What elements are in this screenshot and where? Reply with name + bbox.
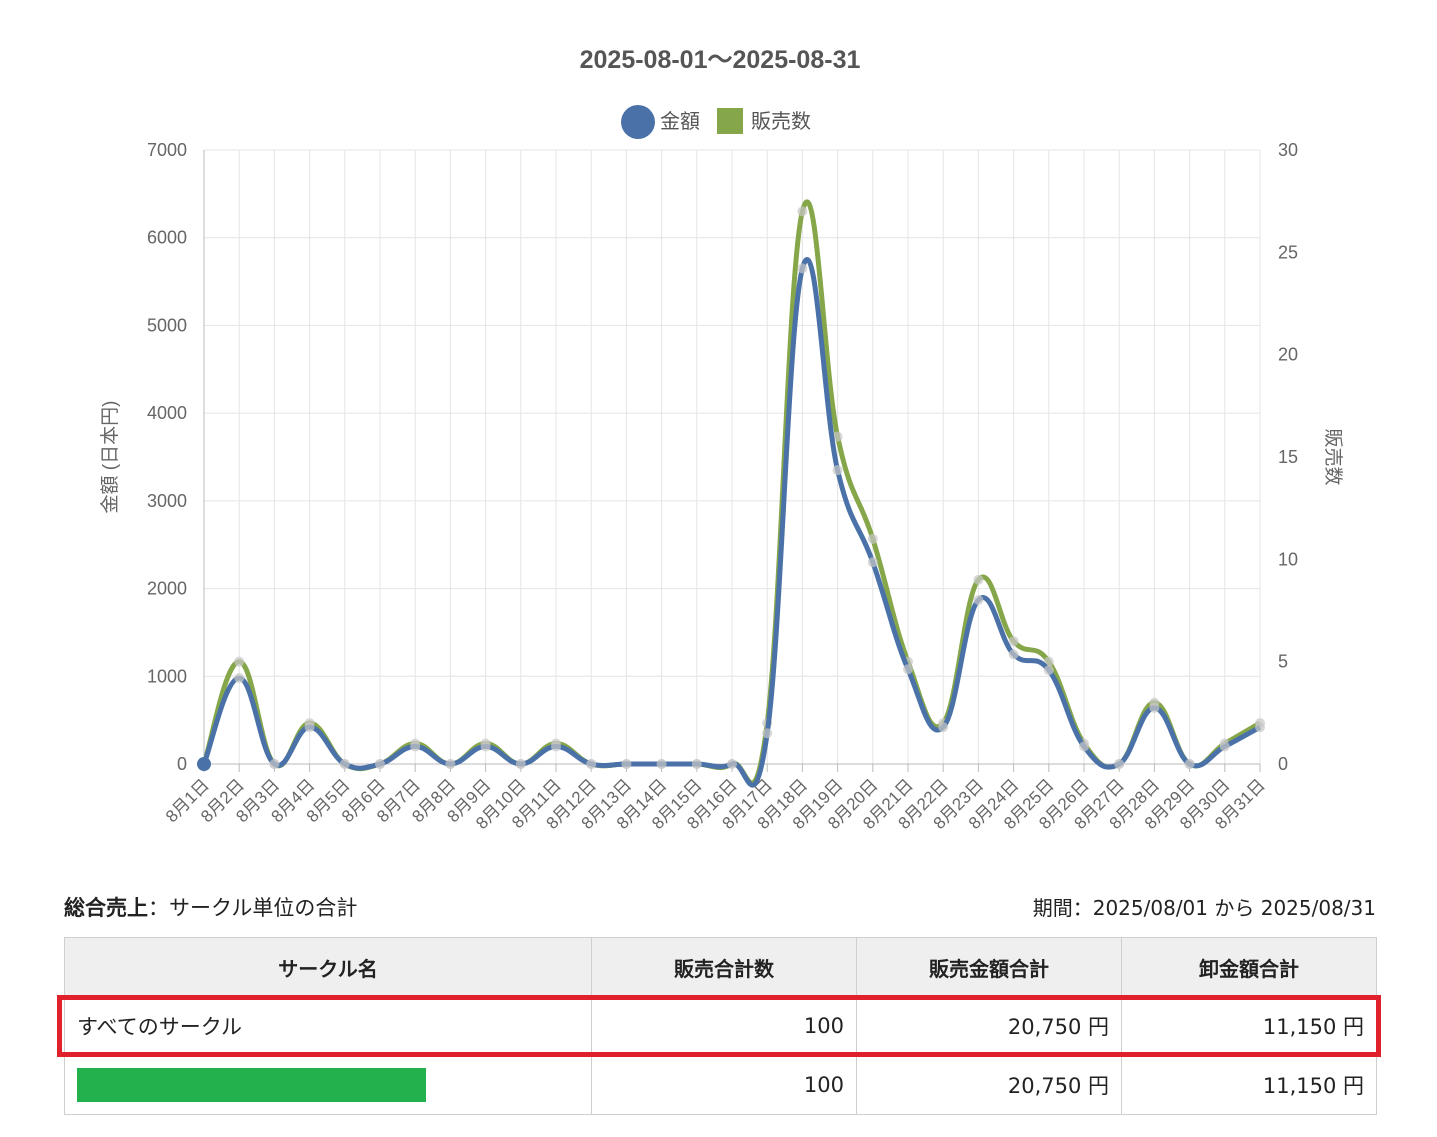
data-point-amount — [903, 664, 913, 675]
count-cell: 100 — [591, 1055, 857, 1115]
data-point-amount — [1255, 722, 1265, 733]
data-point-amount — [1149, 702, 1160, 713]
count-cell: 100 — [591, 996, 857, 1056]
data-point-count — [973, 574, 984, 585]
data-point-amount — [515, 759, 526, 769]
data-point-amount — [410, 741, 421, 752]
circle-name-cell[interactable] — [64, 1055, 592, 1115]
wholesale-cell: 11,150 円 — [1121, 996, 1377, 1056]
circle-name-cell[interactable]: すべてのサークル — [64, 996, 592, 1056]
y-right-tick-label: 30 — [1278, 140, 1298, 160]
y-right-tick-label: 25 — [1278, 242, 1298, 262]
data-point-amount — [234, 673, 245, 684]
data-point-amount — [269, 759, 280, 769]
y-left-tick-label: 1000 — [147, 666, 187, 686]
data-point-count — [832, 431, 843, 442]
sales-cell: 20,750 円 — [856, 996, 1122, 1056]
y-left-tick-label: 5000 — [147, 315, 187, 335]
data-point-amount — [339, 759, 350, 769]
series-line-amount — [201, 257, 1262, 788]
data-point-count — [234, 656, 245, 667]
header-total-sales[interactable]: 販売金額合計 — [856, 937, 1122, 997]
table-header-row: サークル名 販売合計数 販売金額合計 卸金額合計 — [64, 937, 1377, 997]
data-point-amount — [1008, 649, 1019, 660]
data-point-amount — [867, 557, 878, 568]
data-point-amount-active — [197, 757, 211, 771]
y-right-tick-label: 20 — [1278, 345, 1298, 365]
data-point-amount — [480, 741, 491, 752]
data-point-amount — [832, 465, 843, 476]
y-left-tick-label: 0 — [177, 754, 187, 774]
data-point-amount — [445, 759, 456, 769]
data-point-amount — [621, 759, 632, 769]
data-point-amount — [1043, 665, 1054, 676]
data-point-amount — [1114, 759, 1125, 769]
chart-title: 2025-08-01〜2025-08-31 — [580, 46, 861, 74]
data-point-count — [1008, 636, 1019, 647]
y-left-tick-label: 2000 — [147, 579, 187, 599]
data-point-count — [867, 533, 878, 544]
y-left-tick-label: 6000 — [147, 228, 187, 248]
y-right-axis-title: 販売数 — [1322, 428, 1344, 485]
legend-swatch-count — [717, 108, 743, 134]
legend-label-count: 販売数 — [751, 110, 811, 133]
period-label: 期間：2025/08/01 から 2025/08/31 — [1032, 896, 1376, 920]
y-right-tick-label: 10 — [1278, 549, 1298, 569]
table-row: 100 20,750 円 11,150 円 — [64, 1055, 1377, 1115]
legend-label-amount: 金額 — [660, 110, 700, 133]
y-right-tick-label: 5 — [1278, 652, 1288, 672]
data-point-amount — [1184, 759, 1195, 769]
data-point-amount — [551, 741, 561, 752]
table-row: すべてのサークル 100 20,750 円 11,150 円 — [64, 996, 1377, 1056]
data-point-amount — [375, 759, 385, 769]
data-point-amount — [797, 263, 808, 274]
summary-subtitle: ：サークル単位の合計 — [148, 896, 358, 920]
header-total-count[interactable]: 販売合計数 — [591, 937, 857, 997]
summary-title: 総合売上 — [64, 896, 148, 920]
legend-swatch-amount — [621, 105, 655, 139]
y-left-axis-title: 金額 (日本円) — [99, 401, 121, 514]
y-right-tick-label: 15 — [1278, 447, 1298, 467]
data-point-amount — [656, 759, 667, 769]
y-right-tick-label: 0 — [1278, 754, 1288, 774]
y-left-tick-label: 4000 — [147, 403, 187, 423]
data-point-amount — [1219, 741, 1230, 752]
sales-table: サークル名 販売合計数 販売金額合計 卸金額合計 すべてのサークル 100 20… — [64, 937, 1377, 1115]
data-point-amount — [938, 722, 949, 733]
wholesale-cell: 11,150 円 — [1121, 1055, 1377, 1115]
data-point-amount — [973, 594, 984, 605]
data-point-amount — [1079, 741, 1089, 752]
data-point-amount — [691, 759, 702, 769]
summary-heading: 総合売上：サークル単位の合計 — [64, 892, 357, 922]
y-left-tick-label: 3000 — [147, 491, 187, 511]
redacted-name-block — [77, 1068, 426, 1102]
header-total-wholesale[interactable]: 卸金額合計 — [1121, 937, 1377, 997]
sales-cell: 20,750 円 — [856, 1055, 1122, 1115]
y-left-tick-label: 7000 — [147, 140, 187, 160]
data-point-amount — [727, 759, 737, 769]
data-point-amount — [762, 728, 773, 739]
data-point-amount — [586, 759, 597, 769]
data-point-amount — [304, 722, 315, 733]
data-point-count — [797, 206, 808, 217]
header-circle-name[interactable]: サークル名 — [64, 937, 592, 997]
